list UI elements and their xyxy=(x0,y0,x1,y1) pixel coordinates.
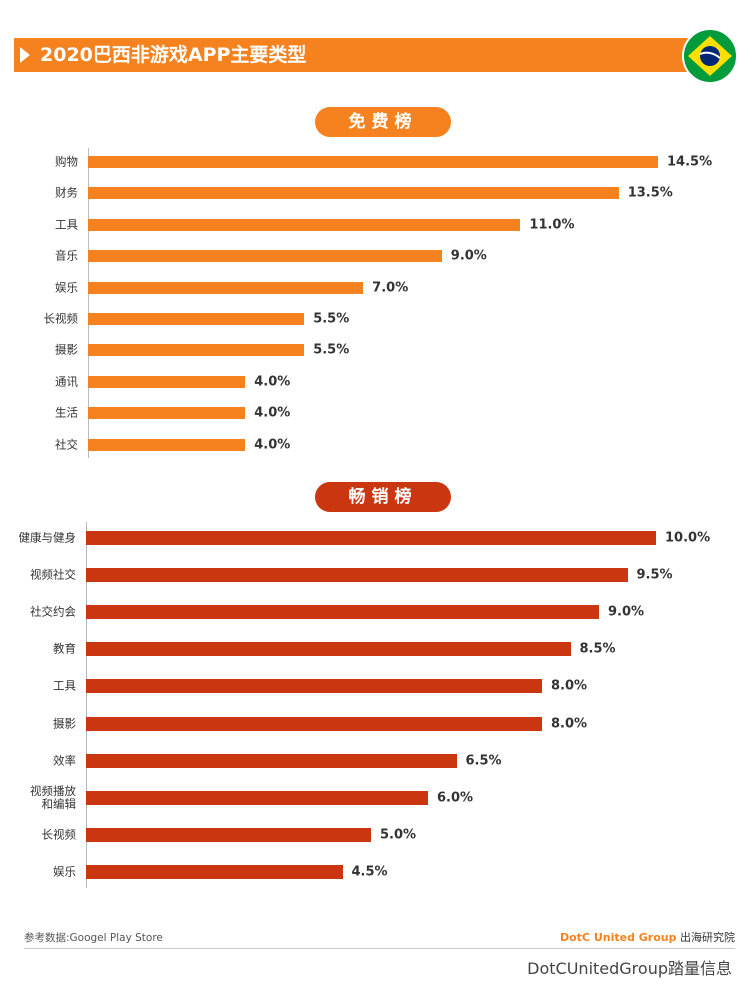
value-label: 11.0% xyxy=(529,217,575,233)
chart-title: 免费榜 xyxy=(315,107,451,137)
brand: DotC United Group 出海研究院 xyxy=(560,929,735,945)
category-label: 购物 xyxy=(55,154,78,169)
value-label: 8.5% xyxy=(579,641,616,657)
category-label: 视频社交 xyxy=(30,567,76,582)
value-label: 4.0% xyxy=(254,437,291,453)
category-label: 长视频 xyxy=(41,827,77,842)
bar xyxy=(86,753,457,768)
category-label: 视频播放 和编辑 xyxy=(30,783,76,811)
value-label: 6.0% xyxy=(437,790,474,806)
category-label: 娱乐 xyxy=(53,864,76,879)
category-label: 教育 xyxy=(53,641,76,656)
bar xyxy=(86,716,542,731)
value-label: 9.0% xyxy=(608,604,645,620)
bar xyxy=(88,438,246,451)
category-label: 摄影 xyxy=(55,342,78,357)
category-label: 社交 xyxy=(55,437,78,452)
footer-rule xyxy=(24,948,735,949)
brand-name: DotC United Group xyxy=(559,931,677,944)
category-label: 工具 xyxy=(53,678,76,693)
bar xyxy=(88,187,619,200)
axis-line xyxy=(86,522,87,888)
value-label: 5.5% xyxy=(313,342,350,358)
value-label: 7.0% xyxy=(372,280,409,296)
bar xyxy=(88,313,305,325)
category-label: 社交约会 xyxy=(30,604,76,619)
bar xyxy=(86,568,628,583)
category-label: 娱乐 xyxy=(55,280,78,295)
category-label: 生活 xyxy=(55,405,78,420)
category-label: 长视频 xyxy=(43,311,79,326)
chart-title: 畅销榜 xyxy=(315,482,451,512)
value-label: 5.0% xyxy=(380,827,417,843)
bar xyxy=(86,864,343,879)
title-bar xyxy=(14,38,690,72)
bar xyxy=(88,375,246,388)
brand-suffix: 出海研究院 xyxy=(680,931,735,944)
category-label: 音乐 xyxy=(55,248,78,263)
value-label: 4.0% xyxy=(254,374,291,390)
watermark: DotCUnitedGroup踏量信息 xyxy=(527,959,732,978)
bar xyxy=(88,344,305,357)
value-label: 10.0% xyxy=(665,530,711,546)
bar xyxy=(86,642,571,657)
category-label: 工具 xyxy=(55,217,78,232)
bar xyxy=(86,790,428,805)
value-label: 9.0% xyxy=(450,248,487,264)
bar xyxy=(86,605,599,620)
category-label: 效率 xyxy=(53,753,76,768)
value-label: 8.0% xyxy=(551,678,588,694)
value-label: 4.5% xyxy=(351,864,388,880)
category-label: 通讯 xyxy=(55,374,78,389)
value-label: 5.5% xyxy=(313,311,350,327)
value-label: 13.5% xyxy=(627,185,673,201)
page-title: 2020巴西非游戏APP主要类型 xyxy=(40,44,307,66)
value-label: 6.5% xyxy=(465,753,502,769)
bar xyxy=(86,827,371,842)
title-arrow xyxy=(20,47,30,63)
bar xyxy=(88,218,521,231)
brazil-flag xyxy=(682,28,738,84)
bar xyxy=(88,281,364,294)
bar xyxy=(86,679,542,694)
category-label: 财务 xyxy=(55,185,78,200)
bar xyxy=(88,407,246,420)
bar xyxy=(86,531,656,545)
bar xyxy=(88,250,442,263)
category-label: 健康与健身 xyxy=(18,530,77,545)
value-label: 4.0% xyxy=(254,405,291,421)
category-label: 摄影 xyxy=(53,716,76,730)
value-label: 8.0% xyxy=(551,716,588,731)
axis-line xyxy=(88,148,89,458)
source-note: 参考数据:Googel Play Store xyxy=(24,932,163,944)
value-label: 14.5% xyxy=(667,154,713,170)
bar xyxy=(88,156,658,168)
value-label: 9.5% xyxy=(636,567,673,583)
